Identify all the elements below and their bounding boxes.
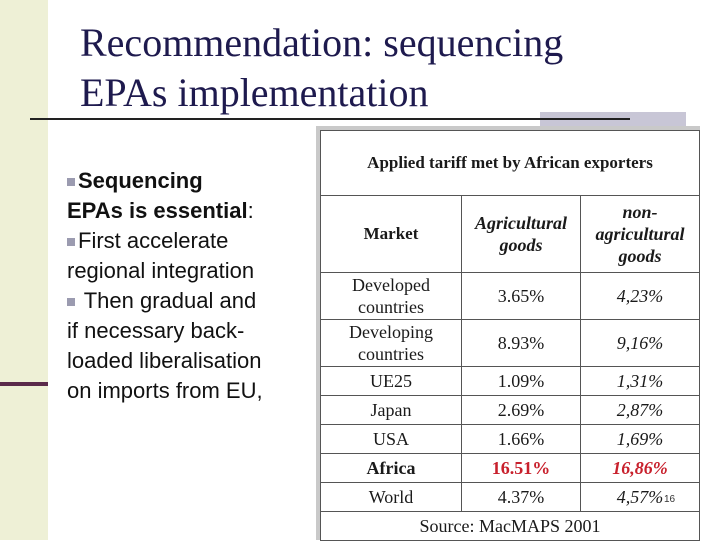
title-underline (30, 118, 630, 120)
table-source-row: Source: MacMAPS 2001 (320, 511, 700, 541)
bullet-2-line-2: regional integration (67, 258, 255, 283)
bullet-2-line-1: First accelerate (78, 228, 229, 253)
row-label-line-1: Developed (352, 275, 430, 295)
nonagri-value: 4,57% (580, 482, 700, 512)
agri-value: 1.66% (461, 424, 581, 454)
nonagri-value: 1,69% (580, 424, 700, 454)
table-row: UE25 1.09% 1,31% (320, 366, 700, 396)
nonagri-value: 4,23% (580, 272, 700, 320)
bullet-1: Sequencing EPAs is essential: (67, 166, 307, 226)
title-line-2: EPAs implementation (80, 70, 429, 115)
bullet-3-line-2: if necessary back- (67, 318, 245, 343)
square-bullet-icon (67, 298, 75, 307)
table-row: USA 1.66% 1,69% (320, 424, 700, 454)
row-label-line-1: Developing (349, 322, 433, 342)
header-non-agricultural: non- agricultural goods (580, 195, 700, 273)
left-decorative-band (0, 0, 48, 540)
bullet-3-line-3: loaded liberalisation (67, 348, 262, 373)
row-label: UE25 (320, 366, 462, 396)
bullet-content: Sequencing EPAs is essential: First acce… (67, 166, 307, 406)
square-bullet-icon (67, 178, 75, 187)
header-agri-line-1: Agricultural (474, 213, 568, 233)
bullet-3-line-1: Then gradual and (78, 288, 257, 313)
table-row: Japan 2.69% 2,87% (320, 395, 700, 425)
nonagri-value: 1,31% (580, 366, 700, 396)
agri-value: 4.37% (461, 482, 581, 512)
bullet-3: Then gradual and if necessary back- load… (67, 286, 307, 406)
header-nonagri-line-2: agricultural (595, 224, 685, 244)
agri-value-highlight: 16.51% (461, 453, 581, 483)
table-row: World 4.37% 4,57% (320, 482, 700, 512)
row-label: Japan (320, 395, 462, 425)
header-market: Market (320, 195, 462, 273)
table-row-africa: Africa 16.51% 16,86% (320, 453, 700, 483)
nonagri-value-highlight: 16,86% (580, 453, 700, 483)
row-label: Developed countries (320, 272, 462, 320)
tariff-table-frame: Applied tariff met by African exporters … (316, 126, 700, 541)
header-nonagri-line-1: non- (622, 202, 658, 222)
header-agricultural: Agricultural goods (461, 195, 581, 273)
agri-value: 1.09% (461, 366, 581, 396)
title-line-1: Recommendation: sequencing (80, 20, 564, 65)
table-caption: Applied tariff met by African exporters (320, 130, 700, 196)
page-number: 16 (664, 494, 676, 505)
row-label: Developing countries (320, 319, 462, 367)
header-agri-line-2: goods (499, 235, 543, 255)
row-label: World (320, 482, 462, 512)
bullet-3-line-4: on imports from EU, (67, 378, 263, 403)
bullet-1-line-1: Sequencing (78, 168, 203, 193)
bullet-2: First accelerate regional integration (67, 226, 307, 286)
table-row: Developed countries 3.65% 4,23% (320, 272, 700, 320)
agri-value: 3.65% (461, 272, 581, 320)
header-nonagri-line-3: goods (618, 246, 662, 266)
slide-title: Recommendation: sequencing EPAs implemen… (80, 18, 680, 118)
bullet-1-colon: : (247, 198, 254, 223)
nonagri-value: 2,87% (580, 395, 700, 425)
table-row: Developing countries 8.93% 9,16% (320, 319, 700, 367)
agri-value: 8.93% (461, 319, 581, 367)
tariff-table: Applied tariff met by African exporters … (320, 130, 700, 541)
table-header-row: Market Agricultural goods non- agricultu… (320, 195, 700, 273)
square-bullet-icon (67, 238, 75, 247)
bullet-1-line-2: EPAs is essential (67, 198, 248, 223)
row-label-line-2: countries (358, 344, 424, 364)
table-source: Source: MacMAPS 2001 (320, 511, 700, 541)
left-accent-bar (0, 382, 48, 386)
row-label: Africa (320, 453, 462, 483)
row-label: USA (320, 424, 462, 454)
nonagri-value: 9,16% (580, 319, 700, 367)
row-label-line-2: countries (358, 297, 424, 317)
agri-value: 2.69% (461, 395, 581, 425)
